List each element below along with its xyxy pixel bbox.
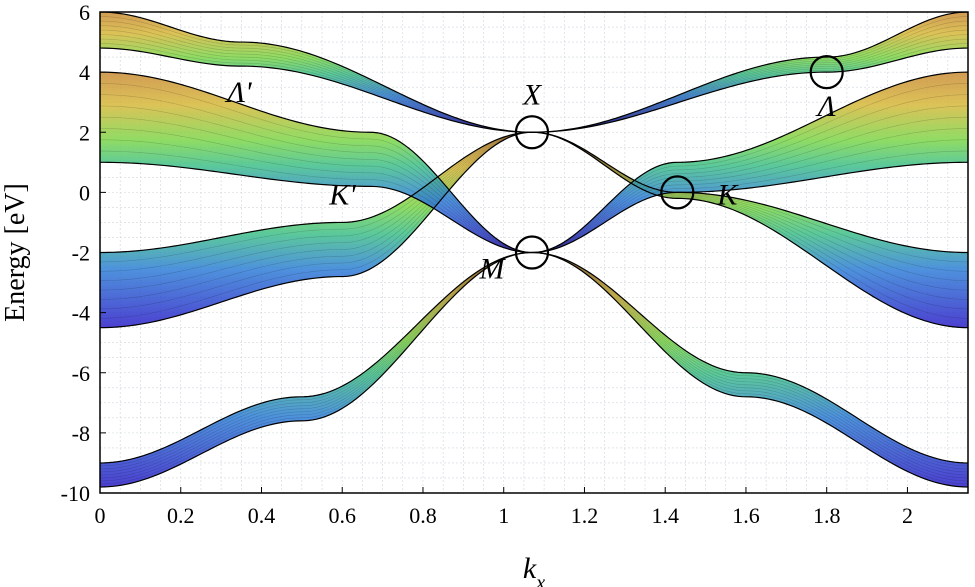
y-tick-label: -4 [72,301,90,326]
point-circle [514,115,550,150]
annotations: Λ' X Λ K' K M [224,55,844,286]
x-axis-label: kx [523,552,545,587]
point-circle [660,175,695,210]
x-tick-label: 0 [95,503,106,528]
annotation-label: Λ [815,90,836,123]
x-tick-label: 1 [498,503,509,528]
annotation-label: K' [328,178,356,211]
x-tick-label: 2 [902,503,913,528]
series-line [100,71,968,254]
y-tick-label: 2 [79,120,90,145]
band-area [100,132,968,328]
annotation-label: K [716,178,739,211]
x-tick-label: 0.8 [409,503,437,528]
band-area [100,12,968,133]
y-tick-label: -8 [72,421,90,446]
x-tick-label: 0.2 [167,503,195,528]
y-tick-label: -10 [61,481,90,506]
x-tick-label: 1.4 [651,503,679,528]
point-circle [514,235,550,270]
y-axis-label: Energy [eV] [0,183,31,322]
point-circle [809,55,844,90]
x-tick-label: 0.4 [248,503,276,528]
x-tick-label: 1.2 [571,503,599,528]
x-tick-label: 1.8 [813,503,841,528]
band-area [100,72,968,253]
axis-ticks: 0 0.2 0.4 0.6 0.8 1 1.2 1.4 1.6 1.8 2 -10 -8 -6 -4 -2 0 2… [61,0,913,528]
annotation-label: M [478,253,506,286]
annotation-label: X [522,78,543,111]
x-tick-label: 0.6 [328,503,356,528]
y-tick-label: 6 [79,0,90,25]
y-tick-label: 4 [79,60,90,85]
x-tick-label: 1.6 [732,503,760,528]
y-tick-label: -2 [72,241,90,266]
annotation-label: Λ' [224,76,252,109]
y-tick-label: -6 [72,361,90,386]
y-tick-label: 0 [79,180,90,205]
